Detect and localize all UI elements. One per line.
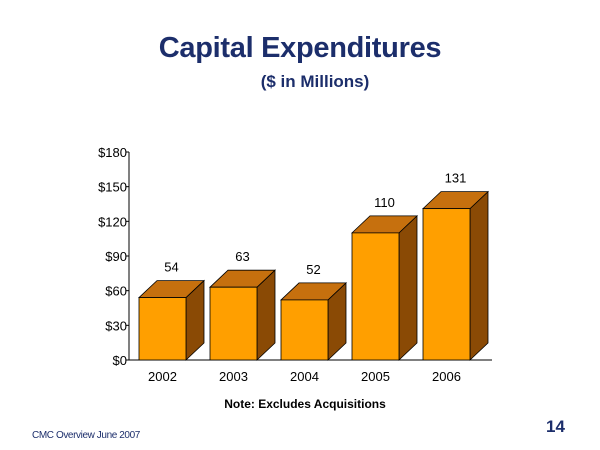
y-tick-label: $30	[105, 318, 127, 333]
chart-note: Note: Excludes Acquisitions	[0, 397, 600, 411]
footer-text: CMC Overview June 2007	[32, 430, 140, 441]
data-label: 131	[445, 171, 467, 186]
bar	[139, 298, 186, 360]
x-tick-label: 2005	[361, 369, 390, 384]
y-tick-label: $120	[98, 214, 127, 229]
y-tick-label: $150	[98, 180, 127, 195]
x-tick-label: 2006	[432, 369, 461, 384]
y-tick-label: $90	[105, 249, 127, 264]
x-tick-label: 2002	[148, 369, 177, 384]
bar	[352, 233, 399, 360]
bar	[423, 209, 470, 360]
data-label: 54	[164, 260, 178, 275]
data-label: 63	[235, 249, 249, 264]
bar-chart: $0 $30 $60 $90 $120 $150 $180 54 2002 63 2003 52 200…	[0, 0, 600, 450]
x-tick-label: 2004	[290, 369, 319, 384]
page-number: 14	[546, 417, 565, 437]
y-tick-label: $60	[105, 284, 127, 299]
y-tick-label: $0	[113, 353, 127, 368]
x-tick-label: 2003	[219, 369, 248, 384]
bar-side	[470, 192, 488, 360]
data-label: 52	[306, 262, 320, 277]
bar	[210, 287, 257, 360]
y-tick-label: $180	[98, 145, 127, 160]
bar	[281, 300, 328, 360]
bar-side	[399, 216, 417, 360]
data-label: 110	[374, 195, 395, 210]
